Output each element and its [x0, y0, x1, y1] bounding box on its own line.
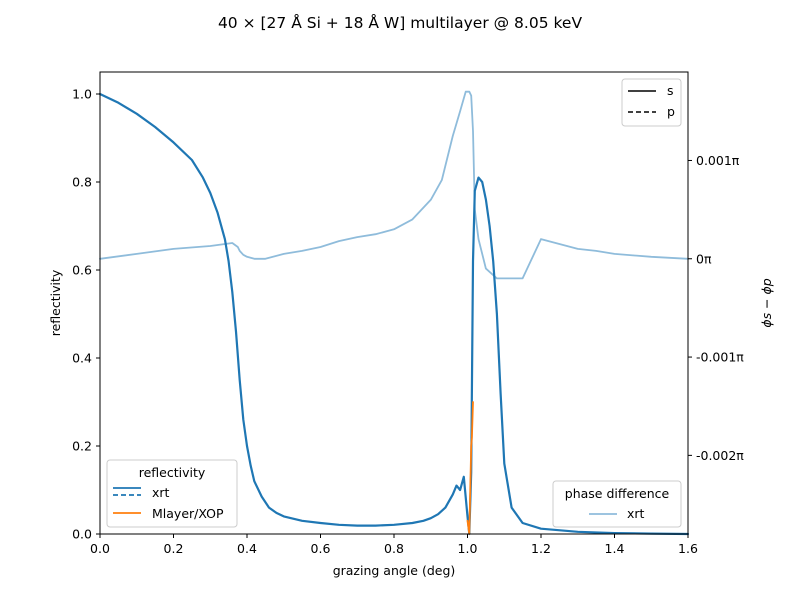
legend-title-reflectivity: reflectivity [139, 465, 206, 480]
legend-label-phase-xrt: xrt [627, 506, 645, 521]
legend-title-phase: phase difference [565, 486, 670, 501]
x-tick-label: 0.2 [164, 541, 184, 556]
x-tick-label: 0.8 [384, 541, 404, 556]
y-axis-label: reflectivity [48, 269, 63, 336]
y-tick-label: 1.0 [72, 87, 92, 102]
y2-axis: 0.001π 0π -0.001π -0.002π [688, 153, 744, 463]
y2-axis-label: ϕs − ϕp [759, 278, 774, 327]
x-tick-label: 1.0 [458, 541, 478, 556]
y2-tick-label: 0π [696, 251, 712, 266]
y-axis: 0.0 0.2 0.4 0.6 0.8 1.0 [72, 87, 100, 542]
chart-title: 40 × [27 Å Si + 18 Å W] multilayer @ 8.0… [218, 13, 583, 32]
legend-label-s: s [667, 83, 674, 98]
legend-reflectivity: reflectivity xrt Mlayer/XOP [106, 459, 238, 528]
legend-label-mlayer: Mlayer/XOP [152, 506, 224, 521]
y-tick-label: 0.0 [72, 527, 92, 542]
legend-box [106, 459, 238, 528]
legend-polarization: s p [621, 78, 682, 127]
y-tick-label: 0.2 [72, 439, 92, 454]
y2-tick-label: 0.001π [696, 153, 740, 168]
y2-tick-label: -0.002π [696, 448, 744, 463]
plot-lines [98, 90, 690, 536]
x-tick-label: 0.6 [311, 541, 331, 556]
y-tick-label: 0.6 [72, 263, 92, 278]
x-tick-label: 1.4 [605, 541, 625, 556]
x-tick-label: 0.0 [90, 541, 110, 556]
x-axis: 0.0 0.2 0.4 0.6 0.8 1.0 1.2 1.4 1.6 [90, 534, 698, 556]
series-line-mlayer-xop [466, 401, 474, 535]
series-line-phase-xrt [99, 90, 689, 280]
series-line-reflectivity-xrt [98, 92, 690, 536]
legend-label-xrt: xrt [152, 485, 170, 500]
legend-label-p: p [667, 104, 675, 119]
x-tick-label: 1.6 [678, 541, 698, 556]
x-tick-label: 1.2 [531, 541, 551, 556]
legend-box [552, 480, 682, 528]
y-tick-label: 0.8 [72, 175, 92, 190]
x-tick-label: 0.4 [237, 541, 257, 556]
x-axis-label: grazing angle (deg) [333, 563, 456, 578]
y2-tick-label: -0.001π [696, 350, 744, 365]
legend-phase: phase difference xrt [552, 480, 682, 528]
y-tick-label: 0.4 [72, 351, 92, 366]
